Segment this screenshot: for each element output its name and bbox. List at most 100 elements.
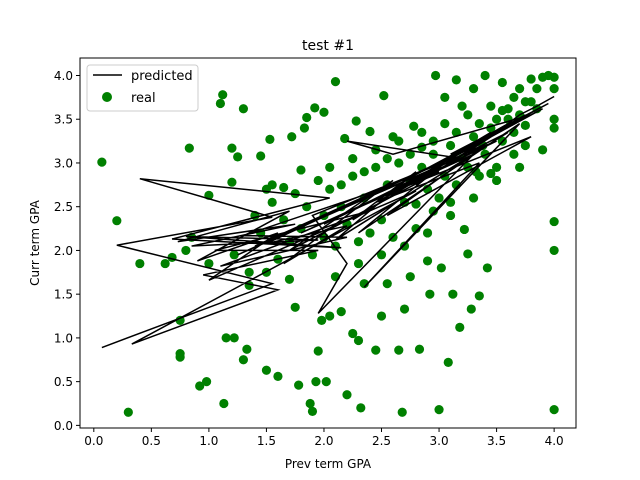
real-point-9 xyxy=(181,245,191,256)
x-tick-label: 4.0 xyxy=(545,434,564,448)
real-point-104 xyxy=(515,84,525,94)
real-point-110 xyxy=(549,72,559,82)
real-point-100 xyxy=(491,114,502,124)
real-point-65 xyxy=(376,311,387,321)
real-point-80 xyxy=(431,70,441,81)
real-point-50 xyxy=(319,107,329,117)
real-point-116 xyxy=(549,405,559,415)
real-point-182 xyxy=(532,84,542,94)
real-point-172 xyxy=(417,127,427,137)
real-point-193 xyxy=(515,162,525,172)
real-point-61 xyxy=(356,403,366,413)
real-point-60 xyxy=(353,335,364,346)
real-point-166 xyxy=(348,153,358,164)
x-tick-label: 2.5 xyxy=(372,434,391,448)
real-point-0 xyxy=(97,157,107,167)
real-point-3 xyxy=(135,258,145,269)
real-point-163 xyxy=(313,175,323,186)
real-point-83 xyxy=(440,92,450,102)
real-point-32 xyxy=(265,134,275,144)
real-point-24 xyxy=(233,152,243,162)
real-point-75 xyxy=(414,344,425,354)
predicted-line xyxy=(101,95,555,349)
real-point-81 xyxy=(434,405,444,415)
real-point-54 xyxy=(330,77,341,87)
real-point-46 xyxy=(310,103,320,113)
real-point-69 xyxy=(394,345,404,355)
real-point-26 xyxy=(238,355,249,365)
real-point-180 xyxy=(509,92,519,102)
real-point-131 xyxy=(376,215,387,225)
real-point-22 xyxy=(227,177,237,187)
real-point-21 xyxy=(229,333,239,343)
x-axis-label: Prev term GPA xyxy=(285,457,372,471)
real-point-40 xyxy=(294,380,304,390)
plot-area xyxy=(79,57,577,429)
x-tick-label: 3.5 xyxy=(487,434,506,448)
real-point-174 xyxy=(440,119,450,129)
real-point-84 xyxy=(443,357,453,367)
real-point-101 xyxy=(497,77,507,88)
real-point-192 xyxy=(491,175,502,186)
real-point-62 xyxy=(359,279,369,289)
real-point-165 xyxy=(336,180,346,190)
real-point-112 xyxy=(549,114,559,124)
real-point-73 xyxy=(409,121,419,131)
x-axis-ticks: 0.0 0.5 1.0 1.5 2.0 2.5 3.0 3.5 4.0 xyxy=(84,428,564,448)
real-point-85 xyxy=(445,197,456,207)
real-point-161 xyxy=(290,188,300,199)
real-point-70 xyxy=(397,407,407,417)
real-point-79 xyxy=(428,206,438,216)
real-point-17 xyxy=(218,90,228,100)
real-point-28 xyxy=(244,267,254,277)
real-point-122 xyxy=(325,184,335,194)
real-point-188 xyxy=(399,241,410,251)
real-point-45 xyxy=(307,406,318,416)
real-point-72 xyxy=(405,272,415,282)
real-point-42 xyxy=(299,123,310,133)
real-point-71 xyxy=(399,304,410,314)
y-tick-label: 2.5 xyxy=(54,200,73,214)
real-point-91 xyxy=(463,249,473,259)
predicted-line-layer xyxy=(101,95,555,349)
x-tick-label: 1.0 xyxy=(199,434,218,448)
y-tick-label: 4.0 xyxy=(54,69,73,83)
real-point-126 xyxy=(348,171,358,181)
real-point-129 xyxy=(365,228,375,238)
y-axis-ticks: 0.0 0.5 1.0 1.5 2.0 2.5 3.0 3.5 4.0 xyxy=(54,69,80,433)
real-point-141 xyxy=(434,193,444,203)
real-point-1 xyxy=(112,216,122,226)
real-point-43 xyxy=(302,112,312,123)
real-point-12 xyxy=(195,381,205,391)
real-point-130 xyxy=(371,162,381,172)
real-point-39 xyxy=(290,302,300,312)
real-point-92 xyxy=(466,304,476,314)
real-point-105 xyxy=(520,120,530,130)
real-point-10 xyxy=(184,143,194,153)
real-point-52 xyxy=(321,377,331,387)
legend-real-label: real xyxy=(131,91,156,106)
x-tick-label: 2.0 xyxy=(314,434,333,448)
real-point-114 xyxy=(549,216,559,227)
real-point-41 xyxy=(296,165,306,175)
real-point-55 xyxy=(336,307,346,317)
real-point-113 xyxy=(549,123,559,133)
real-point-194 xyxy=(538,145,548,155)
real-point-190 xyxy=(445,210,456,221)
real-point-67 xyxy=(382,279,392,289)
real-point-58 xyxy=(348,328,358,339)
x-tick-label: 3.0 xyxy=(430,434,449,448)
real-point-111 xyxy=(549,84,559,94)
real-point-53 xyxy=(325,311,335,321)
real-point-177 xyxy=(474,119,484,129)
real-point-169 xyxy=(382,153,392,164)
y-tick-label: 3.5 xyxy=(54,113,73,127)
real-point-93 xyxy=(468,84,479,94)
real-point-164 xyxy=(325,162,335,172)
real-point-95 xyxy=(474,291,484,301)
real-point-176 xyxy=(463,110,473,120)
real-point-63 xyxy=(365,126,375,137)
real-point-156 xyxy=(520,140,530,151)
real-point-66 xyxy=(379,91,389,101)
real-point-38 xyxy=(287,132,297,142)
